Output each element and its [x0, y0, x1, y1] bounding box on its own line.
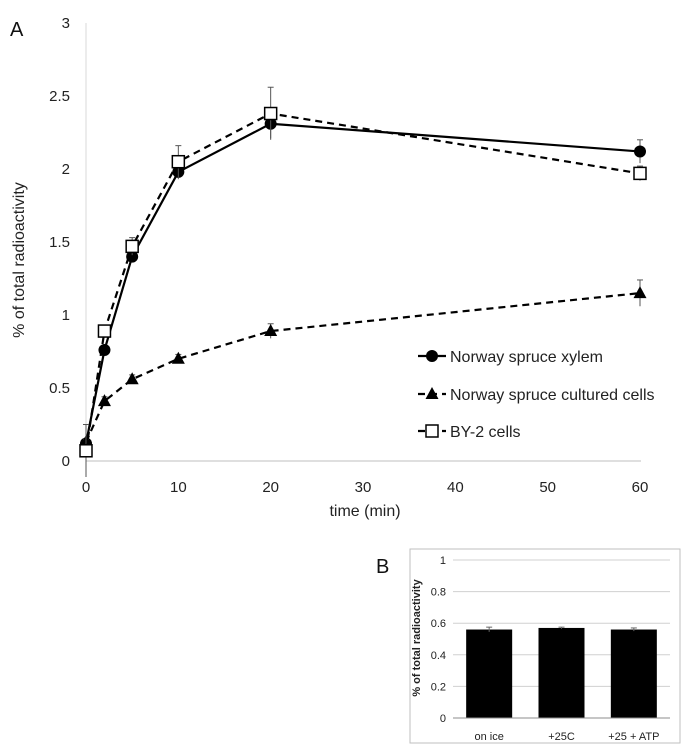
- chart-a-series: [79, 86, 647, 478]
- chart-a-y-tick-label: 1.5: [49, 234, 70, 251]
- chart-a-y-axis-title: % of total radioactivity: [11, 182, 28, 338]
- chart-b-bar: [538, 627, 585, 718]
- chart-b-x-ticks: on ice +25C +25 + ATP: [474, 731, 659, 743]
- series-2-marker: [633, 166, 647, 181]
- panel-a-label: A: [10, 19, 24, 41]
- chart-b-frame: [409, 548, 681, 744]
- chart-b-x-tick-label: on ice: [474, 731, 503, 743]
- chart-b-y-tick-label: 0: [440, 713, 446, 725]
- chart-b-x-tick-label: +25C: [548, 731, 575, 743]
- series-1-marker: [633, 286, 647, 299]
- series-1-line: [84, 292, 641, 443]
- series-0-line: [84, 122, 641, 444]
- chart-a-x-tick-label: 40: [447, 479, 464, 496]
- series-2-line: [84, 112, 641, 451]
- series-1-marker: [264, 324, 278, 337]
- chart-b-bar: [466, 629, 513, 718]
- series-0-marker: [426, 350, 438, 362]
- legend-label: Norway spruce xylem: [450, 349, 603, 366]
- chart-b-y-ticks: 0 0.2 0.4 0.6 0.8 1: [431, 555, 446, 725]
- series-1-marker: [125, 372, 139, 385]
- series-2-marker: [97, 324, 112, 338]
- chart-a-y-tick-label: 2.5: [49, 88, 70, 105]
- chart-a-y-tick-label: 0: [62, 453, 70, 470]
- series-2-marker: [171, 154, 186, 169]
- chart-a-series-2: [79, 86, 647, 478]
- series-1-marker: [97, 394, 111, 407]
- series-1-marker: [171, 351, 185, 364]
- series-2-marker: [79, 444, 93, 458]
- series-2-marker: [125, 239, 139, 254]
- chart-a-legend: Norway spruce xylem Norway spruce culture…: [418, 349, 655, 441]
- chart-a-y-tick-label: 2: [62, 161, 70, 178]
- legend-label: Norway spruce cultured cells: [450, 387, 655, 404]
- chart-a-x-ticks: 0 10 20 30 40 50 60: [82, 479, 649, 496]
- chart-b-y-tick-label: 0.8: [431, 587, 446, 599]
- chart-b-y-tick-label: 0.4: [431, 650, 446, 662]
- chart-a-y-tick-label: 0.5: [49, 380, 70, 397]
- series-0-marker: [634, 145, 646, 158]
- chart-a-x-tick-label: 30: [355, 479, 372, 496]
- chart-a-x-axis-title: time (min): [329, 503, 400, 520]
- chart-a-y-tick-label: 3: [62, 15, 70, 32]
- chart-b-bar: [610, 629, 657, 718]
- chart-b-y-tick-label: 1: [440, 555, 446, 567]
- chart-a-y-tick-label: 1: [62, 307, 70, 324]
- chart-b-y-axis-title: % of total radioactivity: [411, 578, 423, 696]
- chart-a: 0 0.5 1 1.5 2 2.5 3 0 10 20 30 40 50 60 % of total r…: [11, 15, 655, 520]
- chart-a-x-tick-label: 10: [170, 479, 187, 496]
- legend-label: BY-2 cells: [450, 424, 521, 441]
- panel-b-label: B: [376, 556, 389, 578]
- chart-b-bars: [466, 626, 657, 718]
- chart-a-x-tick-label: 50: [539, 479, 556, 496]
- series-2-marker: [425, 424, 439, 438]
- chart-a-y-ticks: 0 0.5 1 1.5 2 2.5 3: [49, 15, 70, 470]
- series-2-marker: [263, 106, 278, 121]
- series-1-marker: [425, 387, 439, 399]
- chart-b: 0 0.2 0.4 0.6 0.8 1 on ice +25C +25 + ATP % of …: [409, 548, 681, 744]
- chart-b-y-tick-label: 0.2: [431, 681, 446, 693]
- chart-a-x-tick-label: 0: [82, 479, 90, 496]
- series-0-marker: [126, 250, 139, 263]
- chart-a-x-tick-label: 60: [632, 479, 649, 496]
- chart-a-x-tick-label: 20: [262, 479, 279, 496]
- chart-b-y-tick-label: 0.6: [431, 618, 446, 630]
- chart-b-x-tick-label: +25 + ATP: [608, 731, 659, 743]
